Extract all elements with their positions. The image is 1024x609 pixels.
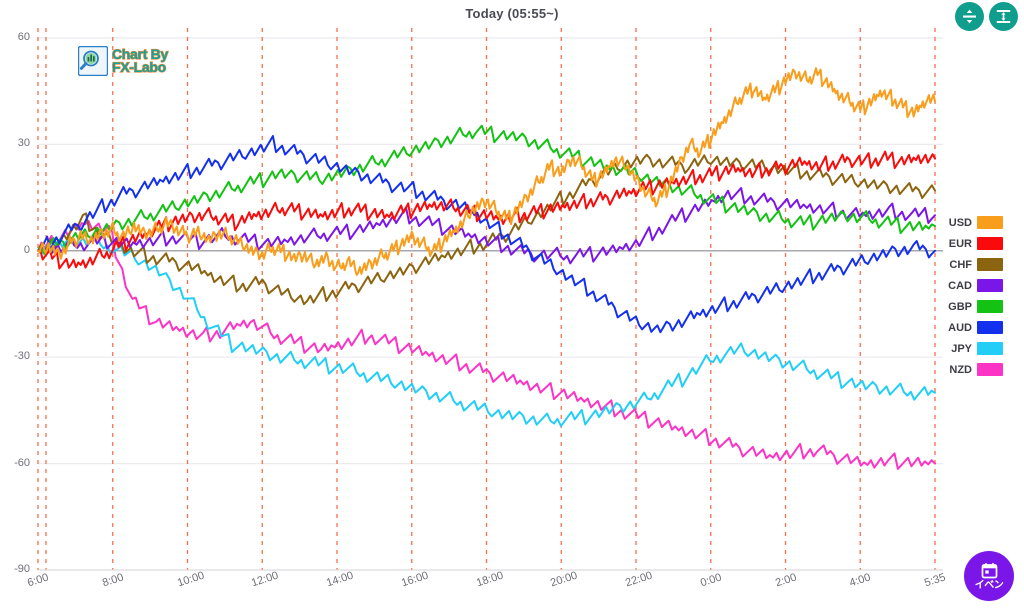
legend-item-aud[interactable]: AUD [942, 317, 1020, 338]
legend-color-swatch [977, 258, 1003, 271]
legend-color-swatch [977, 300, 1003, 313]
legend-item-label: AUD [948, 321, 972, 334]
series-line-eur [37, 150, 936, 270]
event-button-label: イベン [974, 579, 1004, 591]
y-axis-tick-label: 60 [17, 31, 30, 43]
y-axis-tick-label: -60 [14, 456, 30, 469]
event-calendar-button[interactable]: イベン [964, 551, 1014, 601]
split-pane-button[interactable] [955, 2, 984, 31]
legend-color-swatch [977, 321, 1003, 334]
legend-item-jpy[interactable]: JPY [942, 338, 1020, 359]
legend-item-usd[interactable]: USD [942, 212, 1020, 233]
legend-item-chf[interactable]: CHF [942, 254, 1020, 275]
y-axis-tick-label: 30 [17, 137, 30, 150]
calendar-icon [981, 562, 997, 578]
legend-color-swatch [977, 279, 1003, 292]
legend-item-label: GBP [948, 300, 972, 313]
series-line-jpy [37, 234, 936, 428]
page-title: Today (05:55~) [465, 6, 559, 21]
legend-item-label: USD [948, 216, 972, 229]
legend: USD EUR CHF CAD GBP AUD JPY NZD [942, 212, 1020, 380]
fit-height-button[interactable] [989, 2, 1018, 31]
legend-item-label: CHF [949, 258, 972, 271]
y-axis-tick-label: 0 [23, 243, 30, 256]
legend-item-label: EUR [948, 237, 972, 250]
legend-item-label: NZD [949, 363, 972, 376]
legend-color-swatch [977, 237, 1003, 250]
legend-color-swatch [977, 216, 1003, 229]
legend-item-gbp[interactable]: GBP [942, 296, 1020, 317]
legend-item-label: JPY [951, 342, 972, 355]
legend-color-swatch [977, 342, 1003, 355]
y-axis-tick-label: -30 [14, 350, 30, 363]
series-line-nzd [37, 220, 936, 470]
legend-item-cad[interactable]: CAD [942, 275, 1020, 296]
y-axis-tick-label: -90 [14, 563, 30, 575]
divide-icon [963, 9, 976, 24]
series-line-chf [37, 153, 936, 306]
legend-color-swatch [977, 363, 1003, 376]
legend-item-nzd[interactable]: NZD [942, 359, 1020, 380]
series-line-usd [37, 67, 936, 276]
vertical-resize-icon [996, 10, 1011, 23]
legend-item-eur[interactable]: EUR [942, 233, 1020, 254]
series-line-gbp [37, 124, 936, 255]
legend-item-label: CAD [948, 279, 972, 292]
